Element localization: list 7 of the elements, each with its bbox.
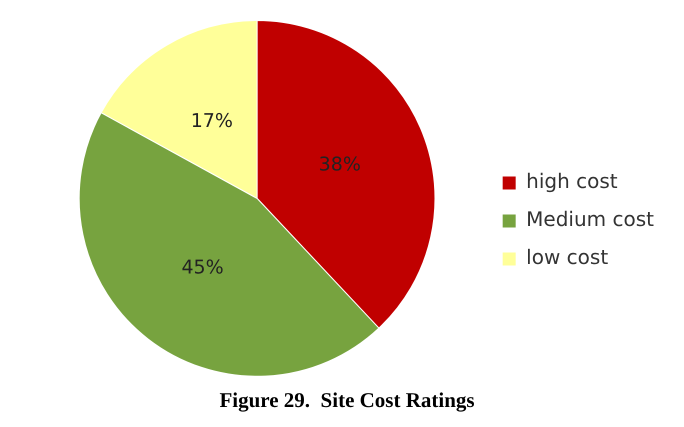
data-label: 17% <box>190 110 233 132</box>
text: Figure 29. Site Cost Ratings <box>219 388 475 412</box>
data-label: 45% <box>181 256 224 279</box>
legend-label: high cost <box>526 169 618 194</box>
legend-label: Medium cost <box>526 207 654 232</box>
data-label: 38% <box>318 154 361 176</box>
legend-label: low cost <box>526 245 608 270</box>
